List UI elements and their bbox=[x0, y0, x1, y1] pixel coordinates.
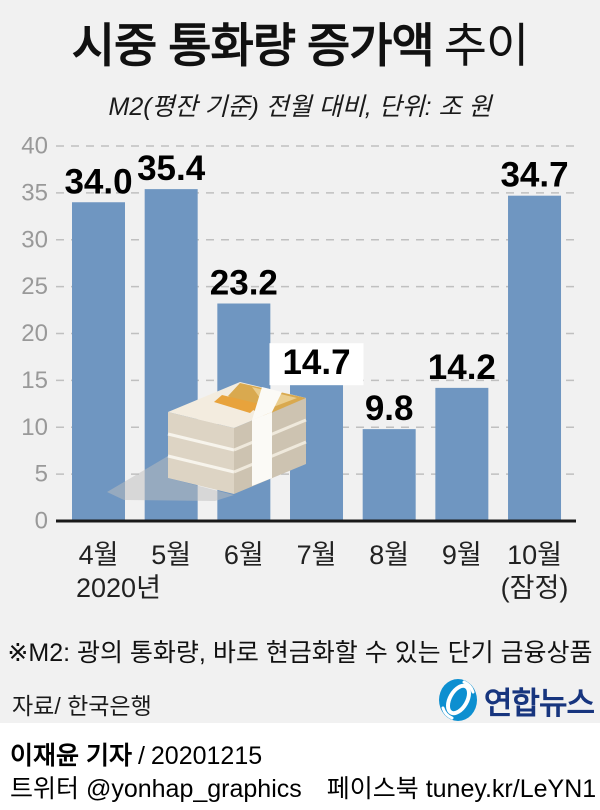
value-label: 14.7 bbox=[282, 343, 350, 382]
year-label: 2020년 bbox=[76, 573, 161, 603]
y-tick-label: 40 bbox=[21, 133, 48, 160]
money-band-top bbox=[252, 387, 282, 420]
yonhap-globe-icon bbox=[438, 679, 477, 721]
y-tick-label: 5 bbox=[35, 461, 48, 488]
facebook-label: 페이스북 bbox=[326, 775, 419, 803]
social-row: 트위터 @yonhap_graphics 페이스북 tuney.kr/LeYN1 bbox=[10, 769, 596, 805]
chart-label-layer: 34.0 35.4 23.2 14.7 9.8 14.2 34.7 bbox=[64, 149, 568, 428]
bar bbox=[508, 195, 562, 521]
y-tick-label: 35 bbox=[21, 179, 48, 206]
byline-row: 이재윤 기자/20201215 bbox=[10, 736, 262, 772]
money-stack-shadow bbox=[107, 456, 234, 501]
money-stack-illustration bbox=[107, 382, 307, 501]
month-label: 4월 bbox=[79, 540, 119, 570]
provisional-note: (잠정) bbox=[501, 573, 569, 603]
money-band-side bbox=[252, 412, 272, 486]
title-strong: 시중 통화량 증가액 bbox=[71, 19, 435, 72]
value-label-backing bbox=[269, 343, 364, 386]
y-tick-label: 20 bbox=[21, 320, 48, 347]
value-label: 34.0 bbox=[64, 162, 132, 201]
value-label: 35.4 bbox=[137, 149, 206, 188]
byline-separator: / bbox=[137, 742, 145, 770]
value-label: 14.2 bbox=[428, 348, 496, 387]
footnote-m2-definition: ※M2: 광의 통화량, 바로 현금화할 수 있는 단기 금융상품 bbox=[7, 639, 593, 667]
chart-subtitle: M2(평잔 기준) 전월 대비, 단위: 조 원 bbox=[108, 93, 492, 121]
page-title: 시중 통화량 증가액 추이 bbox=[0, 20, 600, 72]
value-label: 9.8 bbox=[365, 389, 414, 428]
bundle-groove bbox=[167, 454, 235, 474]
month-label: 6월 bbox=[224, 540, 264, 570]
bar bbox=[435, 387, 489, 521]
month-label: 10월 bbox=[507, 540, 562, 570]
money-stack-front-face bbox=[168, 412, 234, 494]
value-label: 23.2 bbox=[210, 264, 278, 303]
y-tick-label: 30 bbox=[21, 226, 48, 253]
reporter-name: 이재윤 기자 bbox=[10, 742, 132, 770]
twitter-handle: @yonhap_graphics bbox=[85, 775, 302, 803]
title-light: 추이 bbox=[443, 19, 529, 72]
bar bbox=[72, 202, 125, 521]
publish-date: 20201215 bbox=[150, 742, 263, 770]
twitter-label: 트위터 bbox=[10, 775, 80, 803]
bar-chart: 0 5 10 15 20 25 30 35 40 4월 5월 6월 7월 8월 9월 10월 2020년 (잠정)… bbox=[21, 133, 576, 603]
month-label: 8월 bbox=[369, 540, 409, 570]
month-label: 7월 bbox=[297, 540, 337, 570]
facebook-handle: tuney.kr/LeYN1 bbox=[425, 775, 597, 803]
y-tick-label: 25 bbox=[21, 273, 48, 300]
month-label: 5월 bbox=[151, 540, 191, 570]
value-label: 34.7 bbox=[500, 156, 568, 195]
y-tick-label: 10 bbox=[21, 414, 48, 441]
banknote-orange-stripe bbox=[214, 395, 260, 413]
y-tick-label: 15 bbox=[21, 367, 48, 394]
bundle-groove bbox=[167, 432, 235, 452]
credits-footer: 이재윤 기자/20201215 트위터 @yonhap_graphics 페이스… bbox=[0, 723, 600, 810]
yonhap-logo-text: 연합뉴스 bbox=[483, 685, 595, 721]
bar bbox=[362, 429, 416, 521]
data-source: 자료/ 한국은행 bbox=[12, 693, 152, 719]
month-label: 9월 bbox=[442, 540, 482, 570]
yonhap-logo: 연합뉴스 bbox=[438, 677, 595, 723]
y-tick-label: 0 bbox=[35, 508, 48, 535]
